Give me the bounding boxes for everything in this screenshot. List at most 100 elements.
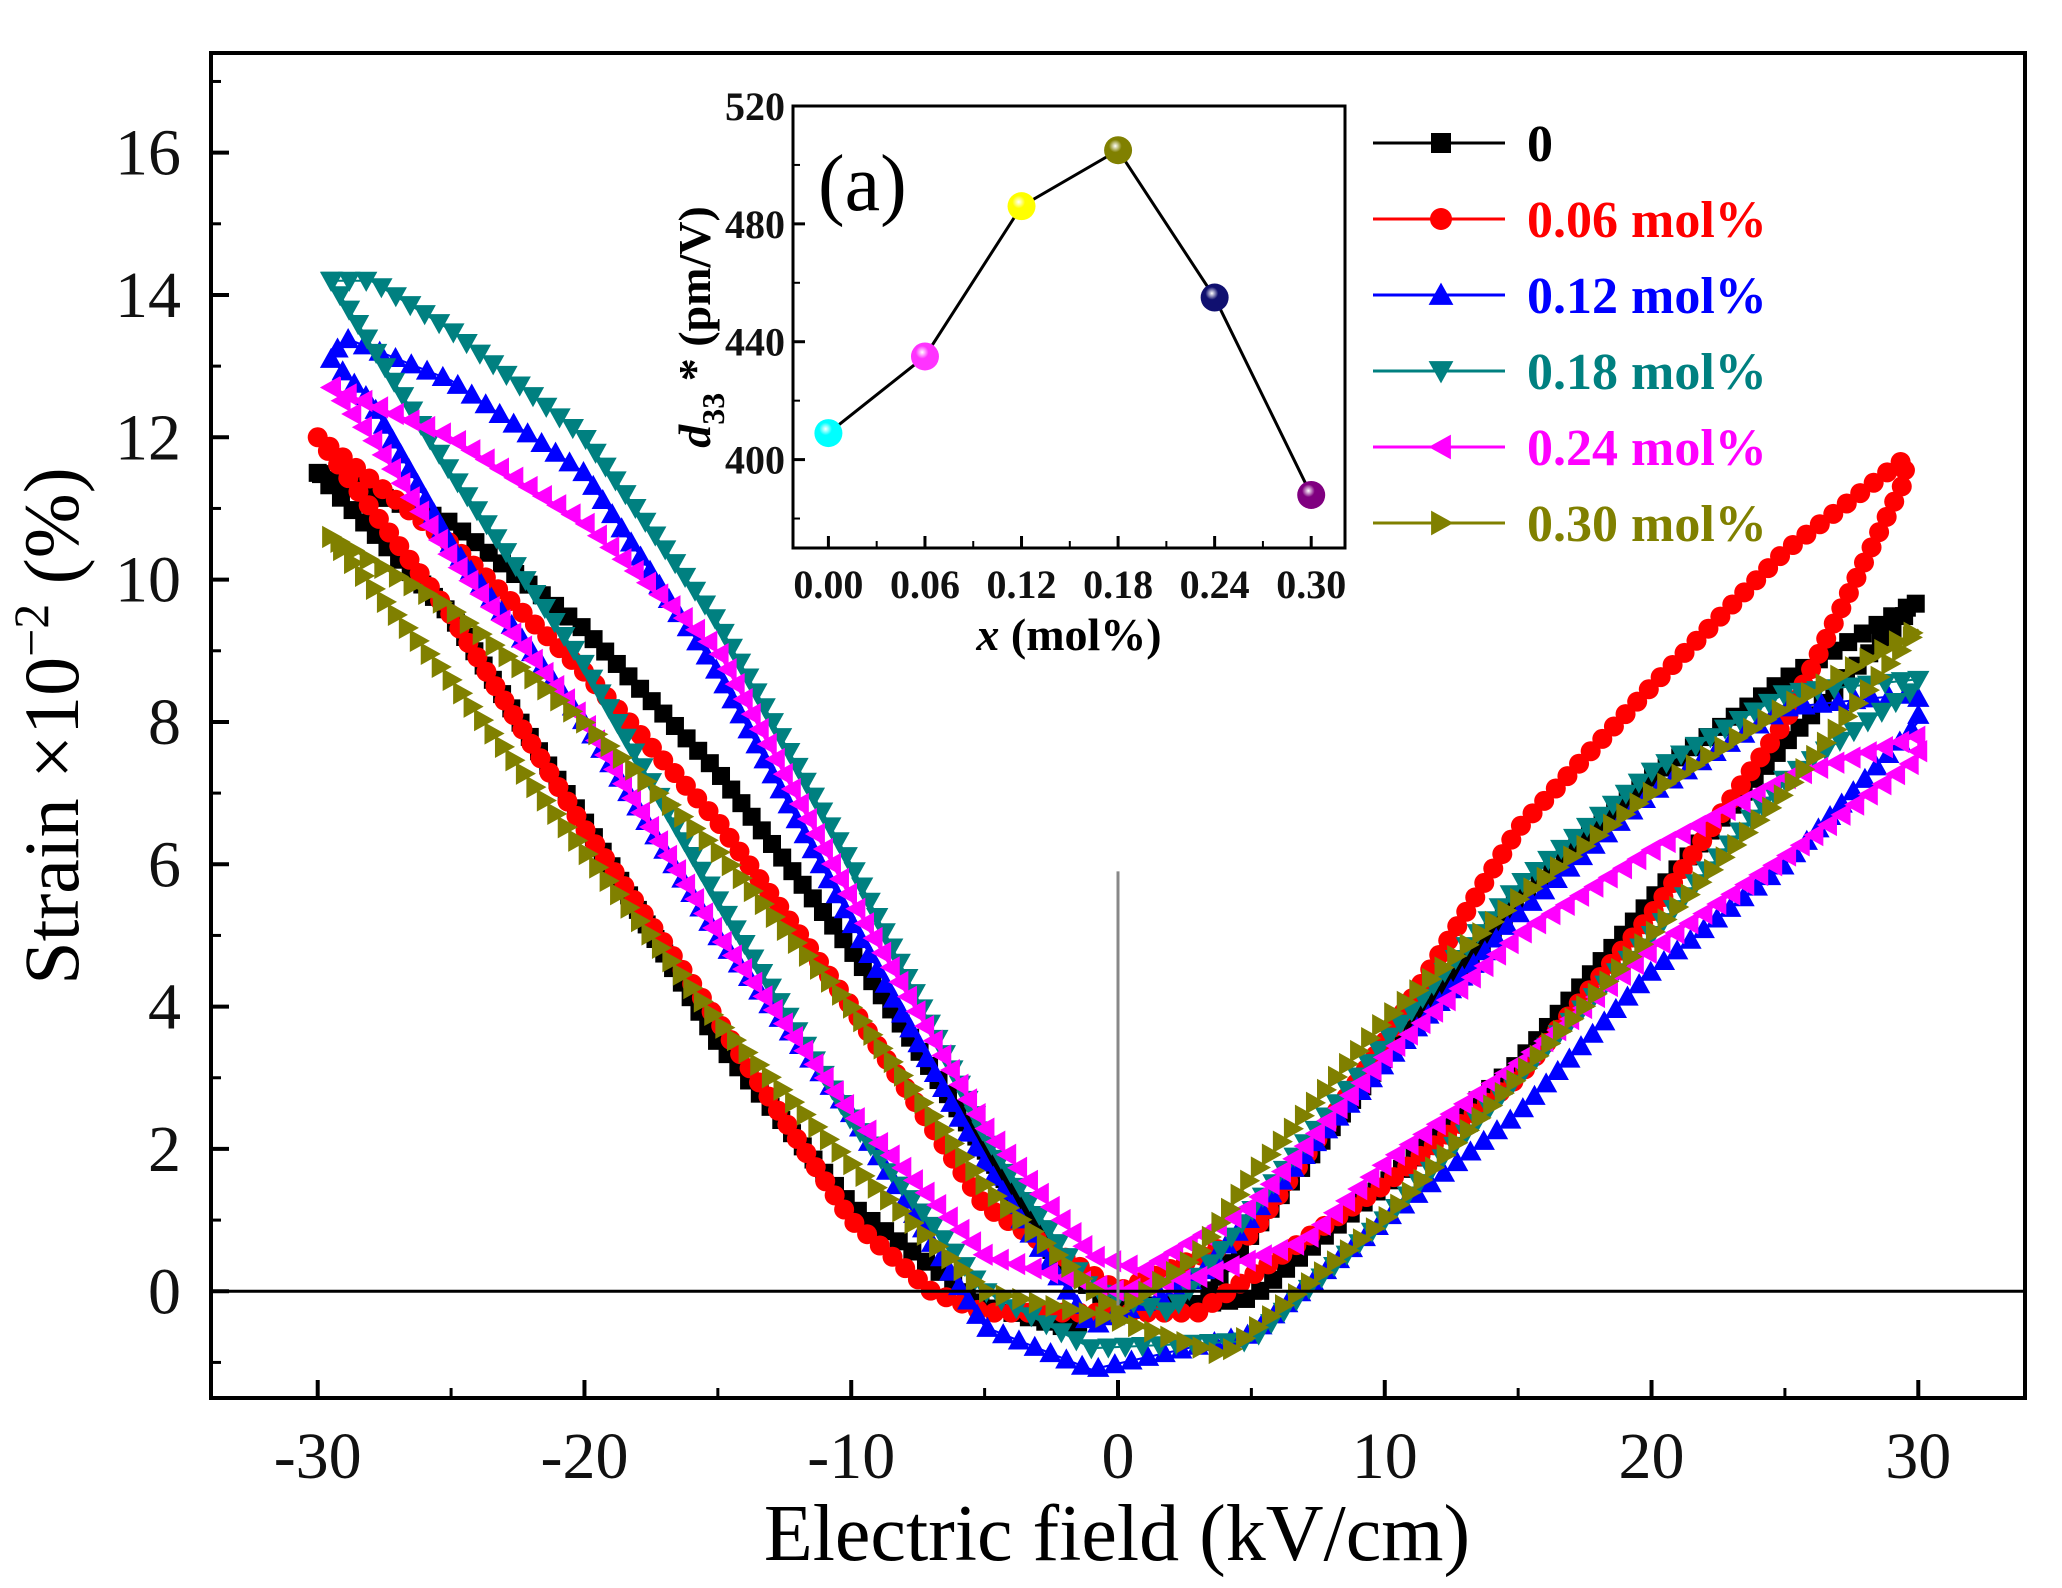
data-point — [740, 702, 761, 726]
data-point — [644, 526, 667, 547]
data-point — [1745, 782, 1766, 806]
data-point — [1890, 672, 1914, 693]
data-point — [1575, 817, 1599, 838]
data-point — [1050, 1208, 1071, 1232]
data-point — [1144, 1320, 1165, 1343]
data-point — [1816, 731, 1838, 755]
data-point — [903, 1242, 922, 1261]
data-point — [965, 1270, 986, 1293]
data-point — [988, 1248, 1009, 1271]
data-point — [713, 673, 736, 694]
data-point — [702, 916, 723, 940]
data-point — [543, 612, 566, 634]
data-point — [1808, 756, 1829, 780]
data-point — [1536, 866, 1557, 890]
data-point — [767, 1100, 788, 1121]
data-point — [1537, 850, 1560, 872]
data-point — [474, 393, 497, 414]
data-point — [1857, 783, 1878, 806]
data-point — [572, 461, 595, 482]
data-point — [1861, 537, 1882, 558]
data-point — [1459, 933, 1480, 956]
data-point — [572, 654, 595, 675]
data-point — [828, 867, 849, 891]
data-point — [1771, 699, 1792, 722]
data-point — [1842, 780, 1865, 801]
data-point — [331, 360, 354, 381]
inset-x-tick-label: 0.00 — [793, 562, 863, 607]
data-point — [544, 675, 565, 698]
data-point — [866, 957, 889, 978]
data-point — [629, 545, 652, 566]
inset-data-point — [1007, 192, 1036, 221]
data-point — [1072, 1235, 1093, 1258]
data-point — [359, 468, 380, 489]
y-tick-label: 6 — [148, 828, 181, 901]
data-point — [728, 653, 752, 674]
data-point — [504, 557, 527, 578]
data-point — [1824, 751, 1845, 774]
data-point — [1287, 1283, 1309, 1306]
data-point — [1326, 1250, 1348, 1273]
data-point — [1796, 524, 1817, 545]
data-point — [1472, 922, 1493, 945]
data-point — [415, 415, 436, 439]
data-point — [1816, 628, 1837, 649]
data-point — [1070, 1354, 1094, 1375]
data-point — [382, 372, 406, 393]
data-point — [1871, 773, 1892, 796]
data-point — [1715, 846, 1736, 869]
data-point — [332, 447, 353, 468]
data-point — [662, 950, 683, 973]
data-point — [1465, 887, 1486, 908]
data-point — [1316, 1109, 1337, 1132]
data-point — [1300, 1272, 1322, 1295]
data-point — [1361, 1026, 1382, 1050]
data-point — [494, 735, 516, 759]
data-point — [1259, 1173, 1280, 1196]
data-point — [673, 567, 697, 589]
data-point — [1017, 1169, 1038, 1193]
data-point — [1372, 1014, 1393, 1037]
data-point — [1192, 1336, 1213, 1359]
data-point — [1511, 1097, 1535, 1118]
data-point — [805, 1157, 826, 1178]
data-point — [1593, 1010, 1616, 1031]
data-point — [855, 1164, 876, 1188]
data-point — [1769, 719, 1790, 740]
data-point — [379, 522, 400, 543]
data-point — [1282, 1147, 1303, 1171]
data-point — [1831, 598, 1852, 619]
data-point — [1397, 1023, 1418, 1046]
data-point — [663, 554, 687, 575]
data-point — [415, 359, 439, 380]
inset-line — [827, 148, 1313, 496]
data-point — [975, 1173, 996, 1196]
data-point — [1743, 702, 1766, 723]
data-point — [1275, 1294, 1296, 1317]
data-point — [1640, 762, 1663, 783]
data-point — [600, 734, 621, 758]
data-point — [836, 882, 858, 906]
data-point — [1153, 1342, 1176, 1363]
data-point — [867, 1131, 889, 1155]
data-point — [453, 682, 474, 705]
data-point — [1748, 863, 1769, 887]
data-point — [1905, 725, 1926, 748]
data-point — [1750, 809, 1771, 832]
data-point — [458, 569, 479, 592]
data-point — [319, 436, 340, 457]
data-point — [843, 996, 864, 1019]
data-point — [1087, 1356, 1110, 1377]
data-point — [786, 1128, 807, 1149]
data-point — [1784, 771, 1805, 794]
data-point — [937, 1206, 958, 1229]
legend-item: 0.30 mol% — [1373, 496, 1767, 553]
data-point — [804, 822, 825, 846]
data-point — [445, 429, 467, 453]
data-point — [1706, 892, 1727, 916]
data-point — [1510, 815, 1531, 836]
data-point — [1240, 1169, 1261, 1192]
legend: 0 0.06 mol% 0.12 mol% 0.18 mol% 0.24 mol% 0.3… — [1373, 116, 1767, 553]
data-point — [501, 622, 522, 645]
